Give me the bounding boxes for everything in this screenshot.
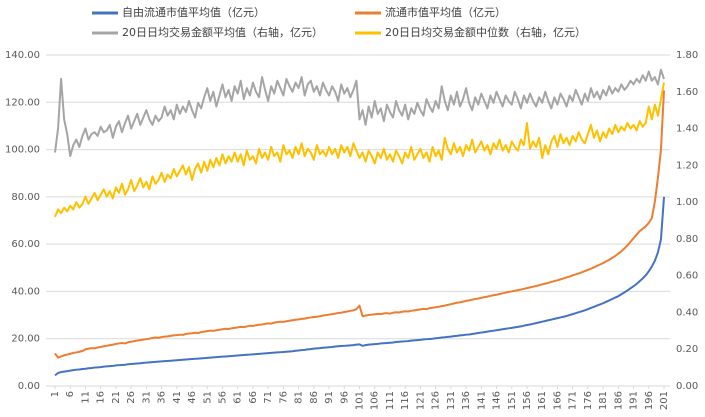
y2-tick-label: 1.40 [676,124,698,135]
x-tick-label: 111 [385,391,396,410]
x-tick-label: 81 [294,391,305,404]
legend-label: 自由流通市值平均值（亿元） [122,5,265,19]
x-tick-label: 196 [644,391,655,410]
y2-tick-label: 1.60 [676,87,698,98]
x-tick-label: 6 [65,391,76,397]
x-tick-label: 61 [233,391,244,404]
y-tick-label: 80.00 [11,192,40,203]
x-tick-label: 201 [659,391,670,410]
x-tick-label: 1 [50,391,61,397]
x-tick-label: 16 [96,391,107,404]
x-tick-label: 91 [324,391,335,404]
y2-tick-label: 0.00 [676,381,698,392]
y-tick-label: 60.00 [11,239,40,250]
x-tick-label: 76 [278,391,289,404]
y-tick-label: 40.00 [11,286,40,297]
x-tick-label: 121 [415,391,426,410]
x-tick-label: 176 [583,391,594,410]
y2-tick-label: 1.00 [676,197,698,208]
x-tick-label: 181 [598,391,609,410]
x-tick-label: 146 [492,391,503,410]
y-tick-label: 100.00 [5,145,40,156]
x-tick-label: 151 [507,391,518,410]
x-tick-label: 191 [629,391,640,410]
y2-tick-label: 1.80 [676,50,698,61]
legend-label: 20日日均交易金额平均值（右轴，亿元） [122,25,323,39]
x-tick-label: 141 [476,391,487,410]
x-tick-label: 56 [217,391,228,404]
x-tick-label: 46 [187,391,198,404]
x-tick-label: 136 [461,391,472,410]
series-line [54,196,665,377]
series-line [54,90,665,359]
x-tick-label: 171 [568,391,579,410]
series-line [54,68,665,158]
y2-tick-label: 0.20 [676,344,698,355]
x-tick-label: 161 [537,391,548,410]
x-tick-label: 166 [552,391,563,410]
x-tick-label: 26 [126,391,137,404]
y2-tick-label: 1.20 [676,160,698,171]
x-tick-label: 36 [157,391,168,404]
x-tick-label: 186 [613,391,624,410]
x-tick-label: 71 [263,391,274,404]
x-tick-label: 31 [141,391,152,404]
x-tick-label: 66 [248,391,259,404]
x-tick-label: 21 [111,391,122,404]
x-tick-label: 51 [202,391,213,404]
x-tick-label: 116 [400,391,411,410]
x-tick-label: 86 [309,391,320,404]
x-tick-label: 156 [522,391,533,410]
y-tick-label: 20.00 [11,334,40,345]
series-line [54,82,665,218]
y2-tick-label: 0.80 [676,234,698,245]
y2-tick-label: 0.40 [676,307,698,318]
x-tick-label: 131 [446,391,457,410]
y-tick-label: 0.00 [18,381,40,392]
x-tick-label: 106 [370,391,381,410]
x-tick-label: 11 [80,391,91,404]
legend-label: 20日日均交易金额中位数（右轴，亿元） [385,25,586,39]
x-tick-label: 41 [172,391,183,404]
y-tick-label: 140.00 [5,50,40,61]
x-tick-label: 126 [431,391,442,410]
y-tick-label: 120.00 [5,97,40,108]
legend: 自由流通市值平均值（亿元） 流通市值平均值（亿元） 20日日均交易金额平均值（右轴，… [92,5,586,39]
x-tick-label: 96 [339,391,350,404]
x-tick-label: 101 [355,391,366,410]
legend-label: 流通市值平均值（亿元） [385,5,506,19]
y2-tick-label: 0.60 [676,271,698,282]
